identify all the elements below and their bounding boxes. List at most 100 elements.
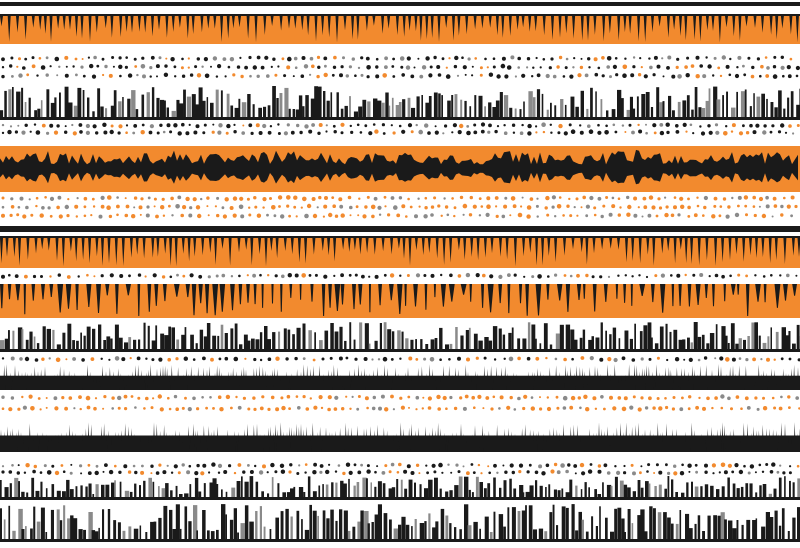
dot-mark (547, 275, 550, 278)
dot-mark (383, 195, 387, 199)
bar-mark (251, 338, 255, 352)
dot-mark (755, 123, 760, 128)
dot-mark (414, 214, 418, 219)
dot-mark (560, 463, 565, 468)
dot-mark (436, 394, 441, 400)
dot-mark (786, 65, 791, 70)
bar-mark (382, 483, 386, 500)
dot-mark (616, 470, 621, 475)
bar-mark (561, 488, 564, 500)
dot-mark (693, 213, 698, 218)
bar-mark (424, 521, 427, 542)
dot-mark (609, 395, 613, 400)
dot-mark (670, 274, 673, 277)
dot-mark (504, 196, 508, 200)
dot-mark (535, 356, 540, 361)
dot-mark (192, 396, 196, 401)
dot-mark (600, 214, 604, 219)
bar-mark (488, 102, 492, 120)
dot-mark (147, 196, 151, 200)
dot-mark (647, 463, 651, 467)
bar-mark (4, 487, 9, 500)
bar-mark (66, 479, 70, 500)
dot-mark (751, 65, 755, 70)
dot-mark (217, 463, 223, 468)
dot-mark (721, 274, 725, 279)
dot-mark (29, 130, 32, 133)
dot-mark (1, 196, 5, 200)
bar-mark (318, 86, 322, 120)
bar-mark (258, 107, 262, 120)
dot-mark (340, 65, 344, 69)
dot-mark (687, 205, 691, 210)
dot-mark (415, 395, 420, 400)
bar-mark (681, 492, 685, 500)
dot-mark (131, 214, 136, 219)
dot-mark (358, 197, 361, 200)
bar-mark (28, 97, 31, 120)
bar-mark (105, 484, 110, 500)
dot-mark (378, 406, 382, 411)
dot-mark (509, 214, 512, 217)
dot-mark (9, 213, 13, 217)
bar-mark (657, 512, 662, 542)
bar-mark (292, 334, 295, 352)
dot-mark (521, 123, 524, 127)
dot-mark (695, 55, 700, 60)
bar-mark (239, 344, 243, 352)
dot-mark (589, 356, 594, 361)
bar-baseline (0, 117, 800, 120)
bar-mark (122, 97, 124, 120)
bar-mark (594, 489, 597, 500)
bar-mark (0, 340, 5, 352)
dot-mark (119, 274, 124, 278)
dot-mark (64, 406, 68, 411)
dot-mark (173, 65, 177, 69)
dot-mark (753, 213, 757, 218)
bar-mark (554, 105, 557, 120)
dot-mark (238, 274, 241, 278)
waveform-mark (0, 149, 798, 185)
bar-mark (584, 482, 587, 500)
bar-mark (654, 486, 657, 500)
dot-mark (539, 66, 542, 69)
dot-mark (517, 212, 523, 218)
bar-mark (139, 525, 142, 542)
dot-mark (102, 470, 105, 473)
dot-mark (212, 123, 215, 126)
bar-mark (348, 478, 350, 500)
dot-mark (295, 395, 299, 398)
bar-mark (249, 476, 254, 500)
dot-mark (787, 74, 792, 79)
dot-mark (480, 129, 485, 134)
bar-mark (276, 98, 279, 120)
bar-mark (255, 339, 260, 352)
dot-mark (318, 123, 323, 127)
dot-mark (720, 394, 725, 399)
dot-mark (699, 125, 702, 128)
dot-mark (720, 406, 724, 410)
dot-mark (427, 406, 432, 410)
dot-mark (90, 357, 95, 361)
bar-mark (770, 102, 774, 120)
dot-mark (31, 64, 36, 69)
dot-mark (731, 123, 736, 128)
bar-mark (649, 506, 653, 542)
dot-mark (656, 64, 661, 69)
bar-mark (171, 327, 175, 352)
dot-mark (283, 131, 288, 136)
dot-mark (665, 122, 670, 127)
dot-mark (298, 464, 301, 467)
dot-mark (492, 395, 496, 399)
dot-mark (140, 197, 144, 201)
dot-mark (309, 56, 314, 61)
dot-mark (377, 358, 381, 361)
dot-mark (339, 73, 343, 78)
dot-mark (562, 395, 568, 401)
bar-mark (575, 530, 579, 542)
dot-mark (783, 196, 786, 200)
dot-mark (493, 358, 497, 361)
bar-mark (580, 90, 584, 120)
dot-mark (290, 130, 295, 135)
dot-mark (267, 274, 270, 277)
